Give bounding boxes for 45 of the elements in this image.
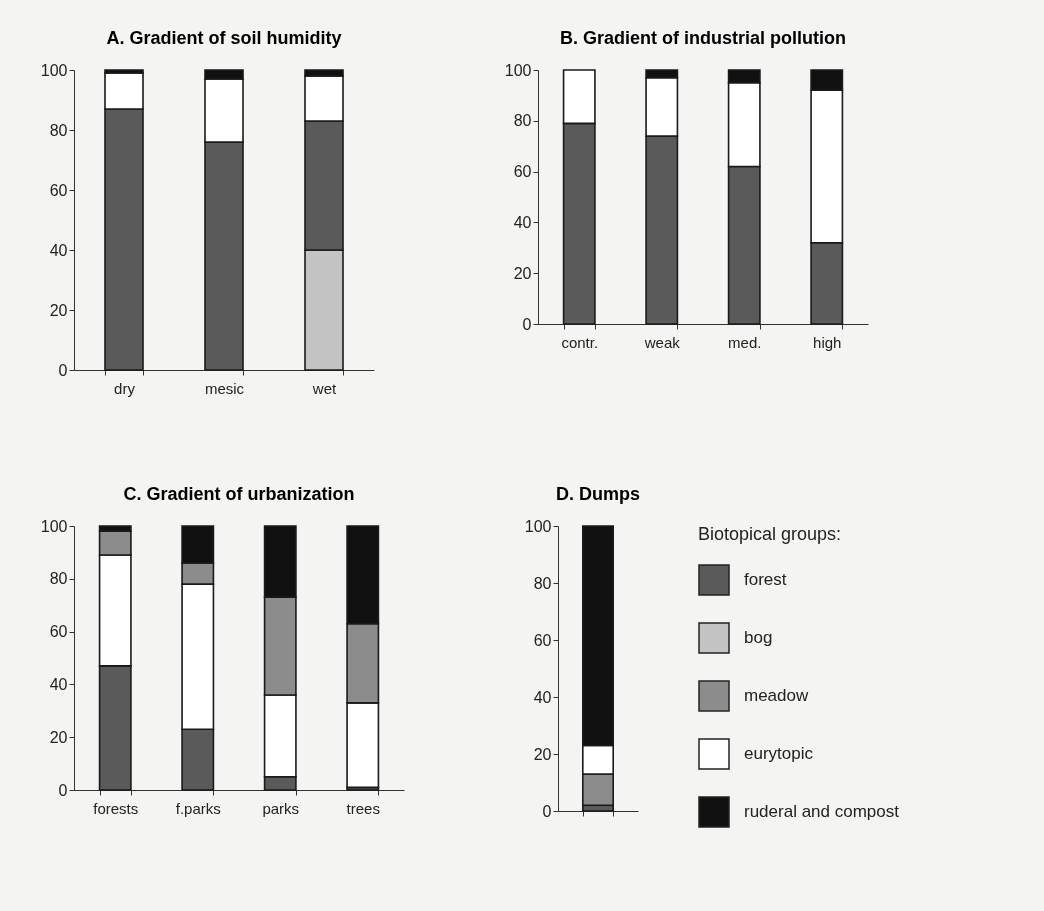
y-tick-label: 20 xyxy=(513,264,532,282)
legend-label: eurytopic xyxy=(744,744,814,763)
y-tick-label: 40 xyxy=(49,241,68,259)
chart-title: D. Dumps xyxy=(555,484,641,504)
y-tick-label: 60 xyxy=(49,181,68,199)
x-tick-label: parks xyxy=(262,799,300,817)
x-tick-label: weak xyxy=(643,333,681,351)
legend-label: meadow xyxy=(744,686,809,705)
legend-label: bog xyxy=(744,628,773,647)
x-tick-label: trees xyxy=(346,799,380,817)
y-tick-label: 40 xyxy=(49,675,68,693)
y-tick-label: 100 xyxy=(504,61,532,79)
chart-title: C. Gradient of urbanization xyxy=(123,484,355,504)
y-tick-label: 40 xyxy=(513,213,532,231)
y-tick-label: 80 xyxy=(49,570,68,588)
y-tick-label: 80 xyxy=(49,121,68,139)
y-tick-label: 40 xyxy=(533,688,552,706)
x-tick-label: contr. xyxy=(561,333,599,351)
x-tick-label: wet xyxy=(311,379,337,397)
y-tick-label: 100 xyxy=(40,517,68,535)
x-tick-label: dry xyxy=(114,379,136,397)
legend-title: Biotopical groups: xyxy=(698,524,842,544)
y-tick-label: 60 xyxy=(533,631,552,649)
y-tick-label: 60 xyxy=(513,163,532,181)
x-tick-label: mesic xyxy=(204,379,245,397)
y-tick-label: 100 xyxy=(524,517,552,535)
x-tick-label: high xyxy=(813,333,842,351)
chart-title: B. Gradient of industrial pollution xyxy=(560,28,846,48)
y-tick-label: 0 xyxy=(522,315,532,333)
chart-title: A. Gradient of soil humidity xyxy=(106,28,342,48)
legend-label: ruderal and compost xyxy=(744,802,900,821)
y-tick-label: 80 xyxy=(513,112,532,130)
x-tick-label: forests xyxy=(93,799,139,817)
legend-label: forest xyxy=(744,570,787,589)
y-tick-label: 0 xyxy=(542,802,552,820)
y-tick-label: 0 xyxy=(58,361,68,379)
x-tick-label: f.parks xyxy=(175,799,221,817)
y-tick-label: 20 xyxy=(49,301,68,319)
y-tick-label: 100 xyxy=(40,61,68,79)
y-tick-label: 60 xyxy=(49,623,68,641)
x-tick-label: med. xyxy=(728,333,762,351)
y-tick-label: 0 xyxy=(58,781,68,799)
y-tick-label: 20 xyxy=(49,728,68,746)
y-tick-label: 80 xyxy=(533,574,552,592)
y-tick-label: 20 xyxy=(533,745,552,763)
